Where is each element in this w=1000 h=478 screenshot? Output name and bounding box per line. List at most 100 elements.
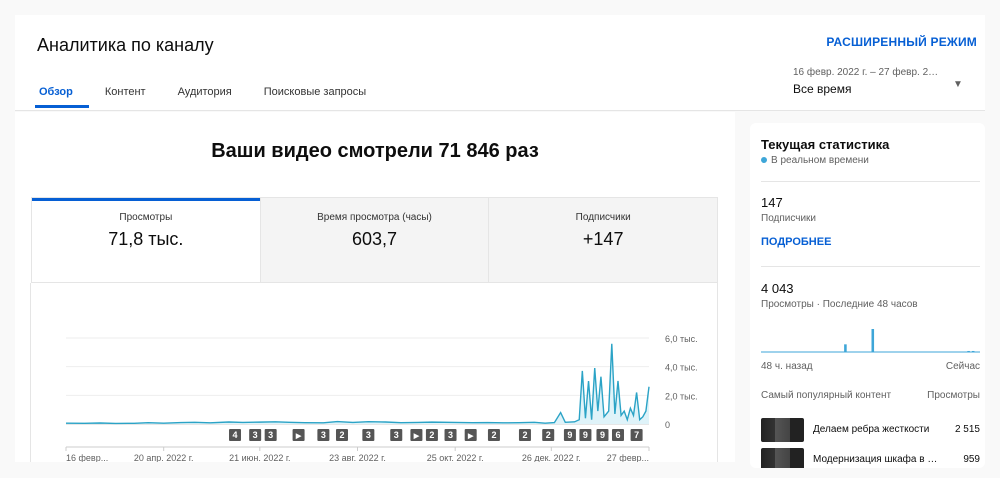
upload-marker (229, 429, 242, 441)
y-tick-label: 0 (665, 420, 670, 430)
mini-start-label: 48 ч. назад (761, 361, 813, 372)
upload-marker-label: 9 (600, 430, 605, 440)
realtime-title: Текущая статистика (761, 137, 890, 152)
upload-marker (292, 429, 305, 441)
realtime-card: Текущая статистика В реальном времени 14… (750, 123, 985, 468)
x-tick-label: 21 июн. 2022 г. (229, 453, 290, 462)
page-header: Аналитика по каналу РАСШИРЕННЫЙ РЕЖИМ Об… (15, 15, 985, 111)
divider (761, 266, 980, 267)
upload-marker (611, 429, 624, 441)
live-label: В реальном времени (771, 155, 869, 166)
y-tick-label: 6,0 тыс. (665, 334, 698, 344)
video-title: Делаем ребра жесткости (813, 424, 930, 435)
upload-marker-label: ▶ (467, 433, 474, 440)
upload-marker-label: ▶ (413, 433, 420, 440)
subscribers-label: Подписчики (761, 213, 817, 224)
subscribers-value: 147 (761, 195, 783, 210)
y-tick-label: 2,0 тыс. (665, 391, 698, 401)
more-link[interactable]: ПОДРОБНЕЕ (761, 236, 832, 248)
upload-marker-label: ▶ (295, 433, 302, 440)
upload-marker-label: 7 (634, 430, 639, 440)
metric-tabs: Просмотры 71,8 тыс. Время просмотра (час… (31, 197, 718, 283)
views-chart: 02,0 тыс.4,0 тыс.6,0 тыс.4 3 3 ▶ 3 2 3 3 ▶ 2 3 ▶ 2 2 2… (65, 334, 698, 463)
metric-label: Просмотры (119, 212, 173, 223)
series-line (65, 343, 650, 425)
upload-marker-label: 2 (491, 430, 496, 440)
views-48h-label: Просмотры · Последние 48 часов (761, 299, 918, 310)
y-tick-label: 4,0 тыс. (665, 363, 698, 373)
upload-marker-label: 3 (268, 430, 273, 440)
x-tick-label: 25 окт. 2022 г. (427, 453, 484, 462)
metric-label: Время просмотра (часы) (317, 212, 432, 223)
upload-marker-label: 2 (522, 430, 527, 440)
mini-bar (844, 344, 847, 352)
metric-value: +147 (582, 229, 624, 249)
upload-marker (563, 429, 576, 441)
tab-audience[interactable]: Аудитория (177, 86, 232, 98)
metric-views[interactable]: Просмотры 71,8 тыс. (32, 198, 260, 282)
series-area (66, 343, 649, 424)
page-title: Аналитика по каналу (37, 35, 214, 55)
headline: Ваши видео смотрели 71 846 раз (211, 140, 539, 162)
upload-marker (362, 429, 375, 441)
metric-label: Подписчики (575, 212, 631, 223)
popular-views-header: Просмотры (927, 390, 980, 401)
metric-subscribers[interactable]: Подписчики +147 (488, 198, 718, 282)
views-48h-chart (761, 329, 980, 353)
upload-marker-label: 3 (448, 430, 453, 440)
upload-marker-label: 2 (546, 430, 551, 440)
overview-card: Ваши видео смотрели 71 846 раз Просмотры… (15, 112, 735, 463)
upload-marker (596, 429, 609, 441)
advanced-mode-button[interactable]: РАСШИРЕННЫЙ РЕЖИМ (826, 35, 977, 49)
mini-end-label: Сейчас (945, 361, 980, 372)
tab-bar: Обзор Контент Аудитория Поисковые запрос… (35, 86, 394, 108)
upload-marker (410, 429, 423, 441)
upload-marker (487, 429, 500, 441)
x-tick-label: 27 февр... (607, 453, 649, 462)
upload-marker (335, 429, 348, 441)
popular-item[interactable]: Модернизация шкафа в л... 959 (761, 448, 980, 468)
upload-marker-label: 6 (615, 430, 620, 440)
views-chart-area: 0 2,0 тыс. 4,0 тыс. 6,0 тыс. 4 3 3 ▶ 3 2 3 3 ▶ 2 3 ▶ 2 2 2… (30, 283, 718, 463)
popular-item[interactable]: Делаем ребра жесткости 2 515 (761, 418, 980, 442)
upload-marker-label: 9 (567, 430, 572, 440)
mini-bar (967, 350, 970, 352)
upload-marker-label: 2 (429, 430, 434, 440)
period-value: Все время (793, 82, 852, 96)
popular-header: Самый популярный контент (761, 390, 892, 401)
x-tick-label: 20 апр. 2022 г. (134, 453, 194, 462)
upload-marker-label: 3 (321, 430, 326, 440)
upload-marker (249, 429, 262, 441)
video-views: 2 515 (954, 424, 980, 435)
realtime-indicator: В реальном времени (761, 155, 869, 166)
upload-marker (264, 429, 277, 441)
metric-watch-time[interactable]: Время просмотра (часы) 603,7 (259, 198, 489, 282)
video-thumbnail (761, 448, 804, 468)
date-range: 16 февр. 2022 г. – 27 февр. 2023 г. (793, 67, 943, 78)
upload-marker-label: 4 (233, 430, 238, 440)
upload-marker-label: 9 (583, 430, 588, 440)
x-tick-label: 16 февр... (66, 453, 108, 462)
upload-marker (542, 429, 555, 441)
upload-marker-label: 3 (394, 430, 399, 440)
views-48h-value: 4 043 (761, 281, 794, 296)
video-thumbnail (761, 418, 804, 442)
caret-down-icon[interactable]: ▼ (953, 79, 963, 90)
tab-search[interactable]: Поисковые запросы (263, 86, 367, 98)
upload-marker (425, 429, 438, 441)
video-views: 959 (963, 454, 980, 465)
upload-marker (464, 429, 477, 441)
mini-bar (871, 329, 875, 352)
tab-overview[interactable]: Обзор (35, 86, 89, 108)
divider (761, 181, 980, 182)
live-dot-icon (761, 157, 767, 163)
metric-value: 71,8 тыс. (108, 229, 184, 249)
tab-content[interactable]: Контент (104, 86, 146, 98)
upload-marker-label: 2 (339, 430, 344, 440)
upload-marker (317, 429, 330, 441)
upload-marker (579, 429, 592, 441)
x-tick-label: 23 авг. 2022 г. (329, 453, 386, 462)
upload-marker (518, 429, 531, 441)
x-tick-label: 26 дек. 2022 г. (522, 453, 581, 462)
upload-marker (630, 429, 643, 441)
